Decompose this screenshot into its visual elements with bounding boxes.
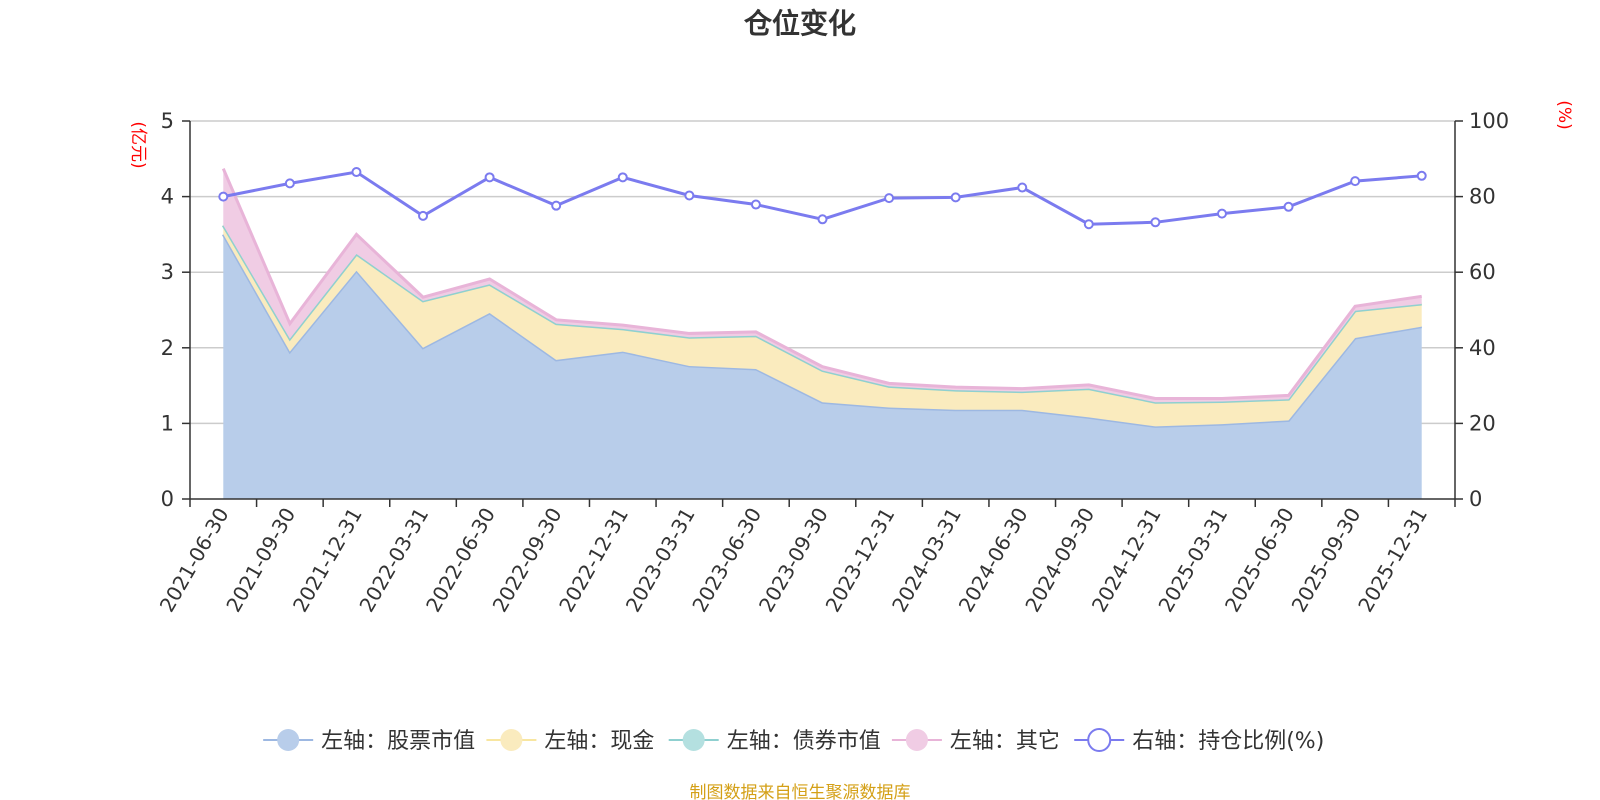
legend-marker xyxy=(277,729,300,751)
legend-label: 右轴：持仓比例(%) xyxy=(1132,729,1324,754)
ratio-point xyxy=(351,167,362,178)
area-左轴：现金 xyxy=(223,225,1422,427)
ratio-point xyxy=(817,214,828,225)
ratio-point xyxy=(484,172,495,183)
ratio-point xyxy=(1150,217,1161,228)
x-tick-label: 2024-03-31 xyxy=(887,504,966,617)
ratio-point xyxy=(950,192,961,203)
legend-label: 左轴：股票市值 xyxy=(321,729,475,754)
left-tick-label: 4 xyxy=(161,185,174,209)
ratio-line-layer xyxy=(218,167,1427,230)
area-左轴：股票市值 xyxy=(223,234,1422,499)
ratio-point xyxy=(1283,201,1294,212)
x-tick-label: 2023-03-31 xyxy=(621,504,700,617)
right-tick-label: 20 xyxy=(1469,411,1496,435)
x-tick-label: 2024-09-30 xyxy=(1020,504,1099,617)
x-tick-label: 2023-06-30 xyxy=(687,504,766,617)
ratio-point xyxy=(1017,182,1028,193)
x-tick-label: 2024-06-30 xyxy=(954,504,1033,617)
x-tick-label: 2025-12-31 xyxy=(1353,504,1432,617)
legend-label: 左轴：其它 xyxy=(950,729,1060,754)
x-tick-label: 2022-09-30 xyxy=(488,504,567,617)
ratio-point xyxy=(551,200,562,211)
x-tick-label: 2021-12-31 xyxy=(288,504,367,617)
left-axis-unit: (亿元) xyxy=(128,121,148,168)
legend-label: 左轴：现金 xyxy=(544,729,654,754)
x-tick-label: 2022-03-31 xyxy=(354,504,433,617)
left-tick-label: 1 xyxy=(161,411,174,435)
ratio-point xyxy=(750,199,761,210)
ratio-point xyxy=(1350,176,1361,187)
data-source-note: 制图数据来自恒生聚源数据库 xyxy=(690,783,911,800)
left-tick-label: 3 xyxy=(161,260,174,284)
area-line-左轴：其它 xyxy=(221,168,1422,400)
ratio-point xyxy=(1083,219,1094,230)
x-tick-label: 2021-06-30 xyxy=(155,504,234,617)
x-tick-label: 2025-09-30 xyxy=(1287,504,1366,617)
left-tick-label: 0 xyxy=(161,487,174,511)
right-tick-label: 80 xyxy=(1469,185,1496,209)
x-tick-label: 2022-06-30 xyxy=(421,503,500,616)
x-tick-label: 2021-09-30 xyxy=(221,504,300,617)
ratio-point xyxy=(617,172,628,183)
stacked-areas xyxy=(221,168,1422,499)
legend-label: 左轴：债券市值 xyxy=(727,729,881,754)
ratio-point xyxy=(1416,170,1427,181)
x-tick-label: 2025-03-31 xyxy=(1153,504,1232,617)
chart-title: 仓位变化 xyxy=(744,7,856,40)
ratio-point xyxy=(218,191,229,202)
x-tick-label: 2023-12-31 xyxy=(821,504,900,617)
x-tick-label: 2024-12-31 xyxy=(1087,504,1166,617)
x-tick-label: 2023-09-30 xyxy=(754,504,833,617)
right-tick-label: 0 xyxy=(1469,487,1482,511)
legend-marker xyxy=(1087,728,1112,752)
legend-marker xyxy=(500,729,523,751)
left-tick-label: 5 xyxy=(161,109,174,133)
right-axis-unit: (%) xyxy=(1554,100,1574,129)
legend: 左轴：股票市值 左轴：现金 左轴：债券市值 左轴：其它 右轴：持仓比例(%) xyxy=(263,728,1324,754)
left-tick-label: 2 xyxy=(161,336,174,360)
right-tick-label: 100 xyxy=(1469,109,1509,133)
legend-marker xyxy=(905,729,928,751)
ratio-point xyxy=(284,178,295,189)
ratio-point xyxy=(418,210,429,221)
x-tick-label: 2025-06-30 xyxy=(1220,504,1299,617)
right-tick-label: 40 xyxy=(1469,336,1496,360)
ratio-point xyxy=(1216,208,1227,219)
legend-marker xyxy=(682,729,705,751)
right-tick-label: 60 xyxy=(1469,260,1496,284)
x-tick-label: 2022-12-31 xyxy=(554,504,633,617)
ratio-point xyxy=(884,193,895,204)
ratio-point xyxy=(684,190,695,201)
